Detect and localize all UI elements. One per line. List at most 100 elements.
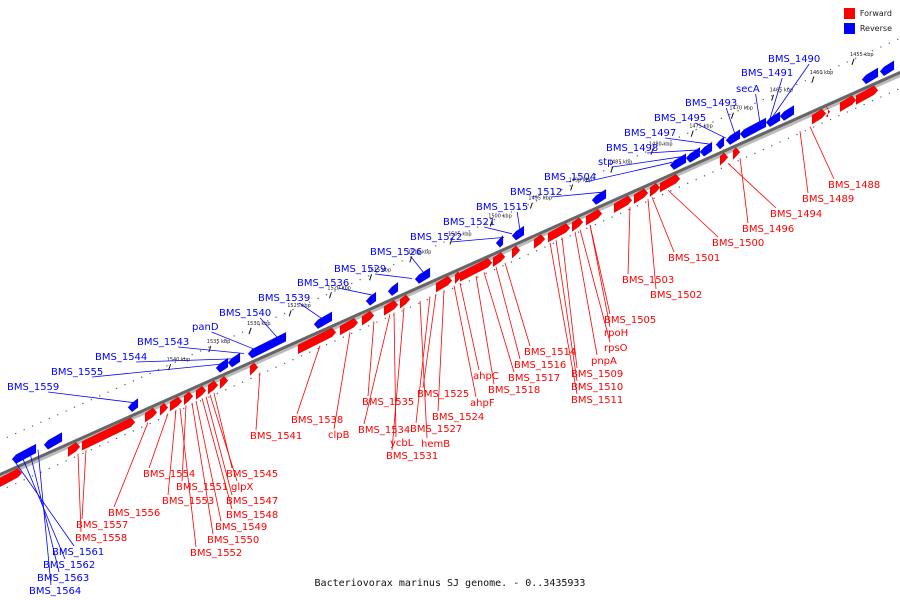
tick-mark [288,310,292,317]
reverse-gene-label: BMS_1529 [334,264,386,275]
reverse-gene-label: BMS_1490 [768,54,820,65]
reverse-leader-line [259,317,279,339]
reverse-gene-label: BMS_1512 [510,187,562,198]
reverse-leader-line [211,331,255,350]
reverse-gene-label: BMS_1498 [606,143,658,154]
forward-gene-label: BMS_1531 [386,451,438,462]
reverse-gene-arrow [414,267,431,285]
reverse-leader-line [136,358,233,363]
reverse-leader-line [585,161,673,183]
forward-leader-line [627,207,631,275]
forward-gene-arrow [839,95,857,113]
tick-label: 1530 kbp [247,321,271,327]
forward-leader-line [555,240,578,382]
forward-gene-label: BMS_1514 [524,347,576,358]
forward-swatch [843,8,855,19]
genome-caption: Bacteriovorax marinus SJ genome. - 0..34… [314,578,586,589]
tick-label: 1495 kbp [528,195,552,201]
forward-gene-label: BMS_1545 [226,469,278,480]
forward-leader-line [589,224,611,328]
reverse-gene-label: BMS_1544 [95,352,147,363]
forward-gene-label: BMS_1556 [108,508,160,519]
tick-mark [369,274,373,281]
tick-label: 1540 kbp [167,357,191,363]
forward-gene-label: BMS_1505 [604,315,656,326]
tick-mark [771,94,775,101]
forward-leader-line [148,413,169,469]
forward-gene-arrow [195,385,207,401]
forward-leader-line [181,405,187,482]
reverse-gene-arrow [43,431,63,450]
forward-leader-line [167,409,177,496]
forward-gene-label: rpsO [604,343,628,354]
reverse-leader-line [665,137,713,145]
forward-leader-line [333,332,351,430]
forward-leader-line [647,199,657,290]
tick-mark [489,220,493,227]
reverse-gene-label: BMS_1515 [476,202,528,213]
forward-leader-line [77,453,82,533]
forward-gene-label: BMS_1503 [622,275,674,286]
forward-gene-arrow [207,380,219,395]
forward-gene-label: rpoH [604,328,628,339]
tick-mark [328,292,332,299]
tick-label: 1480 kbp [649,142,673,148]
reverse-gene-label: BMS_1497 [624,128,676,139]
forward-gene-label: BMS_1488 [828,180,880,191]
forward-leader-line [561,237,578,369]
forward-gene-label: BMS_1510 [571,382,623,393]
reverse-gene-arrow [591,188,607,205]
tick-label: 1470 kbp [729,106,753,112]
reverse-leader-line [647,149,701,154]
reverse-gene-label: BMS_1521 [443,217,495,228]
tick-mark [449,238,453,245]
reverse-gene-arrow [215,357,229,373]
forward-leader-line [667,189,719,238]
reverse-gene-arrow [511,225,525,241]
forward-gene-label: BMS_1554 [143,469,195,480]
forward-gene-label: BMS_1511 [571,395,623,406]
forward-gene-arrow [0,467,23,488]
tick-mark [248,328,252,335]
forward-leader-line [437,290,445,412]
forward-leader-line [579,229,611,343]
forward-gene-label: ahpC [473,371,499,382]
forward-gene-label: BMS_1509 [571,369,623,380]
reverse-leader-line [178,346,245,354]
forward-gene-arrow [547,223,571,243]
forward-gene-label: hemB [421,439,450,450]
reverse-leader-line [13,460,75,547]
reverse-gene-arrow [699,141,713,157]
kbp-tick-marks: 1455 kbp 1460 kbp 1465 kbp 1470 kbp 1475 kbp… [167,52,874,371]
forward-gene-arrow [492,252,506,268]
forward-gene-label: BMS_1527 [410,424,462,435]
forward-leader-line [504,262,531,347]
forward-leader-line [739,157,749,224]
forward-gene-arrow [511,245,521,259]
forward-leader-line [209,394,238,482]
forward-gene-arrow [361,310,375,326]
forward-gene-label: BMS_1534 [358,425,410,436]
forward-gene-arrow [435,275,453,293]
forward-gene-arrow [383,299,399,317]
reverse-gene-arrow [387,281,399,297]
genome-backbone [0,37,900,492]
tick-label: 1510 kbp [408,249,432,255]
forward-gene-arrow [297,327,337,355]
forward-gene-label: BMS_1553 [162,496,214,507]
forward-gene-arrow [855,85,879,106]
forward-gene-arrow [159,402,169,417]
forward-gene-arrow [811,108,827,125]
tick-mark [570,184,574,191]
tick-label: 1460 kbp [810,70,834,76]
reverse-gene-label: BMS_1536 [297,278,349,289]
reverse-leader-line [516,211,521,231]
forward-gene-arrow [825,106,831,118]
forward-gene-label: BMS_1548 [226,510,278,521]
reverse-leader-line [375,273,413,279]
reverse-gene-arrow [313,311,333,330]
reverse-gene-label: panD [192,322,219,333]
forward-leader-line [549,242,578,395]
forward-gene-label: BMS_1496 [742,224,794,235]
